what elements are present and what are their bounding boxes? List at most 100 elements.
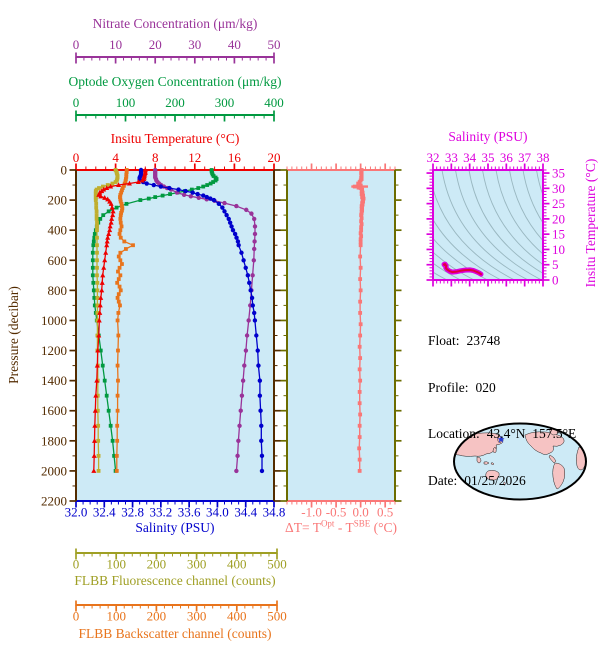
delta-t-title-sup-sbe: SBE [353, 518, 371, 529]
svg-text:0: 0 [73, 557, 80, 572]
svg-text:100: 100 [106, 557, 126, 572]
delta-t-panel: -1.0 -0.5 0.0 0.5 [280, 163, 402, 520]
svg-text:15: 15 [552, 227, 565, 242]
date-label: Date: [428, 472, 458, 488]
backscatter-axis: 0 100 200 300 400 500 [73, 600, 287, 624]
svg-text:40: 40 [228, 37, 241, 52]
svg-text:400: 400 [227, 557, 247, 572]
svg-text:200: 200 [147, 557, 167, 572]
svg-text:1600: 1600 [41, 403, 67, 418]
svg-text:2200: 2200 [41, 494, 67, 509]
svg-text:16: 16 [228, 150, 242, 165]
svg-text:200: 200 [165, 95, 185, 110]
ts-temperature-axis-title: Insitu Temperature (°C) [583, 158, 598, 288]
salinity-series [137, 167, 265, 474]
svg-text:35: 35 [482, 150, 495, 165]
world-map [453, 422, 587, 501]
svg-text:33: 33 [445, 150, 458, 165]
svg-text:0: 0 [73, 150, 80, 165]
svg-text:500: 500 [267, 609, 287, 624]
svg-text:100: 100 [116, 95, 136, 110]
svg-text:25: 25 [552, 196, 565, 211]
svg-text:300: 300 [187, 609, 207, 624]
ts-temp-axis-left [426, 169, 434, 281]
profile-label: Profile: [428, 379, 469, 395]
delta-t-title-sup-opt: Opt [320, 518, 335, 529]
svg-text:10: 10 [552, 242, 565, 257]
profile-row: Profile: 020 [428, 380, 576, 396]
svg-text:400: 400 [264, 95, 284, 110]
map-landmass [548, 454, 557, 464]
svg-text:0: 0 [73, 609, 80, 624]
nitrate-axis-title: Nitrate Concentration (μm/kg) [92, 16, 258, 31]
float-location-star [497, 435, 505, 443]
float-info-block: Float: 23748 Profile: 020 Location: 43.4°N … [428, 302, 576, 519]
svg-text:34.0: 34.0 [206, 505, 229, 520]
delta-t-left-frame [280, 169, 288, 502]
svg-text:0.0: 0.0 [353, 505, 369, 520]
date-value: 01/25/2026 [464, 472, 526, 488]
nitrate-axis: 0 10 20 30 40 50 [73, 37, 281, 64]
pressure-axis-right [273, 169, 281, 502]
oxygen-axis: 0 100 200 300 400 [73, 95, 284, 122]
temperature-series [91, 167, 148, 473]
temperature-axis: 0 4 8 12 16 20 [73, 150, 281, 171]
svg-text:200: 200 [48, 193, 68, 208]
svg-text:33.2: 33.2 [149, 505, 172, 520]
svg-text:5: 5 [552, 257, 559, 272]
delta-t-bottom-axis: -1.0 -0.5 0.0 0.5 [286, 500, 396, 520]
map-landmass [485, 470, 500, 481]
svg-text:32.4: 32.4 [93, 505, 116, 520]
svg-text:12: 12 [188, 150, 201, 165]
ts-salinity-axis-bottom [432, 279, 544, 287]
svg-text:4: 4 [112, 150, 119, 165]
svg-text:34.4: 34.4 [234, 505, 257, 520]
pressure-axis-title: Pressure (decibar) [6, 286, 21, 384]
svg-text:1800: 1800 [41, 433, 67, 448]
location-value: 43.4°N 157.5°E [486, 426, 577, 441]
date-row: Date: 01/25/2026 [428, 473, 576, 489]
svg-text:20: 20 [268, 150, 281, 165]
svg-text:400: 400 [48, 223, 68, 238]
svg-text:200: 200 [147, 609, 167, 624]
svg-text:-0.5: -0.5 [326, 505, 347, 520]
svg-text:-1.0: -1.0 [301, 505, 322, 520]
svg-text:1200: 1200 [41, 343, 67, 358]
location-label: Location: [428, 426, 480, 441]
delta-t-right-frame [394, 169, 402, 502]
svg-text:20: 20 [149, 37, 162, 52]
temperature-axis-title: Insitu Temperature (°C) [110, 131, 240, 146]
svg-text:38: 38 [537, 150, 550, 165]
map-landmass [552, 462, 566, 490]
svg-text:500: 500 [267, 557, 287, 572]
svg-text:300: 300 [215, 95, 235, 110]
salinity-axis: 32.0 32.4 32.8 33.2 33.6 34.0 34.4 34.8 [65, 500, 286, 520]
svg-text:32.0: 32.0 [65, 505, 88, 520]
oxygen-axis-title: Optode Oxygen Concentration (μm/kg) [68, 74, 282, 89]
delta-t-title-part: - T [334, 520, 354, 535]
svg-text:10: 10 [109, 37, 122, 52]
float-label: Float: [428, 333, 460, 348]
svg-text:34: 34 [463, 150, 477, 165]
fluorescence-axis-title: FLBB Fluorescence channel (counts) [74, 573, 276, 588]
delta-t-axis-title: ΔT= TOpt - TSBE (°C) [271, 518, 411, 535]
svg-text:30: 30 [552, 181, 565, 196]
svg-text:34.8: 34.8 [263, 505, 286, 520]
delta-t-title-part: (°C) [370, 520, 397, 535]
svg-text:300: 300 [187, 557, 207, 572]
delta-t-top-axis [286, 163, 396, 171]
svg-text:32: 32 [427, 150, 440, 165]
map-landmass [483, 461, 490, 465]
ts-salinity-axis-top: 32 33 34 35 36 37 38 [427, 150, 550, 171]
svg-text:8: 8 [152, 150, 159, 165]
salinity-axis-title: Salinity (PSU) [135, 520, 215, 535]
svg-text:400: 400 [227, 609, 247, 624]
svg-text:1000: 1000 [41, 313, 67, 328]
backscatter-series [114, 168, 135, 473]
delta-t-series [352, 168, 366, 473]
nitrate-series [153, 167, 258, 474]
